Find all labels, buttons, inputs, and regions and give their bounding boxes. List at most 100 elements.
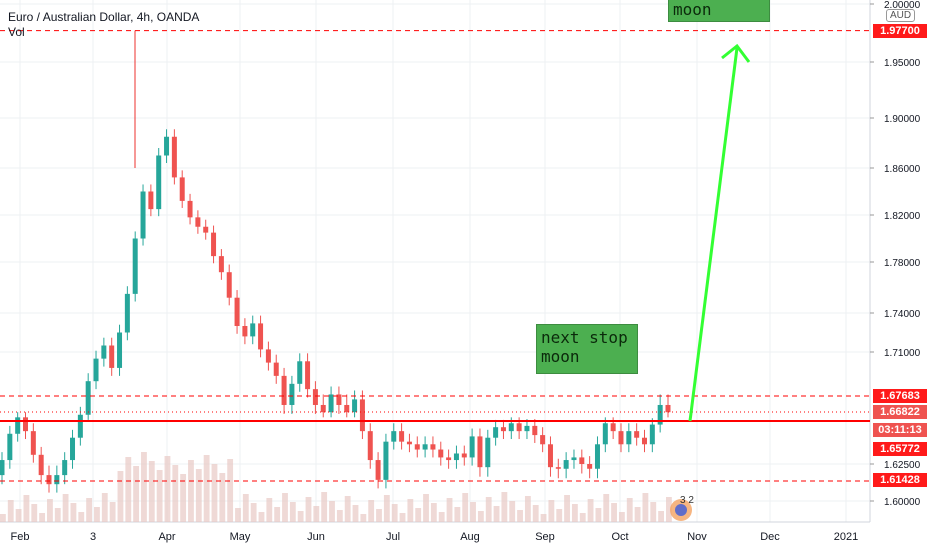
candle-body-15 [117,332,123,368]
candle-body-57 [446,457,452,461]
y-tick-9: 1.60000 [884,497,921,508]
candle-body-9 [70,437,76,461]
candle-body-3 [23,417,29,432]
volume-bar-44 [344,496,351,522]
candle-body-47 [367,431,373,461]
candle-body-20 [156,155,162,210]
x-tick-0: Feb [11,531,30,543]
x-tick-4: Jun [307,531,325,543]
volume-bar-28 [219,473,226,522]
x-tick-2: Apr [158,531,175,543]
volume-bar-15 [117,471,124,522]
candle-body-10 [77,414,83,438]
note-middle-line1: next stop [541,328,628,347]
candle-body-63 [493,427,499,438]
volume-bar-13 [101,493,108,522]
candle-body-34 [265,349,271,363]
candle-body-75 [587,464,593,469]
candle-body-26 [203,226,209,233]
volume-bar-57 [446,498,453,522]
volume-bar-39 [305,497,312,522]
volume-bar-29 [227,459,234,522]
note-next-stop-moon[interactable]: next stop moon [536,324,638,374]
candle-body-5 [38,454,44,476]
candle-body-60 [469,436,475,458]
volume-bar-11 [86,498,93,522]
candle-body-11 [85,381,91,415]
candle-body-0 [0,460,5,476]
volume-bar-41 [321,492,328,522]
volume-bar-10 [78,512,85,522]
candle-body-76 [594,444,600,469]
candle-body-32 [250,323,256,337]
candle-body-77 [602,423,608,445]
candle-body-59 [461,453,467,458]
y-tick-3: 1.86000 [884,164,921,175]
volume-bar-72 [564,495,570,522]
volume-bar-26 [203,455,210,522]
x-tick-7: Sep [535,531,555,543]
volume-bar-16 [125,457,132,522]
price-tag-support-mid: 1.65772 [873,442,927,456]
candle-body-72 [563,460,569,469]
volume-bar-23 [180,474,187,522]
volume-bar-31 [242,494,249,522]
candle-body-40 [312,389,318,405]
volume-bar-71 [556,509,563,522]
volume-bar-58 [454,507,461,522]
volume-bar-82 [642,493,649,522]
candle-body-83 [649,424,655,445]
candle-body-38 [297,361,303,384]
candle-body-4 [30,431,36,455]
volume-bar-81 [634,507,641,522]
currency-badge[interactable]: AUD [886,9,916,22]
candle-body-65 [508,423,514,432]
volume-bar-3 [23,495,30,522]
x-tick-9: Nov [687,531,707,543]
volume-bar-48 [376,509,382,522]
y-tick-1: 1.95000 [884,58,921,69]
candle-body-14 [109,345,115,368]
candle-body-84 [657,404,663,425]
candle-body-58 [453,453,459,461]
candle-body-23 [179,177,185,201]
volume-bar-78 [611,503,617,522]
chart-legend: Euro / Australian Dollar, 4h, OANDA Vol [8,10,199,40]
candle-body-80 [626,431,632,445]
candle-body-81 [634,431,640,438]
volume-bar-20 [156,470,163,522]
price-tag-current: 1.66822 [873,405,927,419]
volume-bar-36 [282,493,288,522]
volume-bar-5 [39,513,46,522]
volume-bar-35 [274,507,281,522]
volume-bar-30 [235,508,241,522]
candle-body-30 [234,297,240,326]
candle-body-33 [258,323,264,350]
volume-bar-46 [360,514,367,522]
note-top-moon[interactable]: moon [668,0,770,22]
volume-bar-37 [289,502,296,522]
x-tick-10: Dec [760,531,780,543]
volume-bar-75 [587,499,594,522]
y-tick-8: 1.62500 [884,460,921,471]
candle-body-45 [352,399,358,413]
candle-body-51 [399,431,405,442]
volume-bar-51 [399,513,406,522]
volume-bar-4 [31,504,38,522]
candle-body-61 [477,436,483,468]
volume-bar-76 [595,508,602,522]
volume-bar-34 [266,498,273,522]
volume-bar-61 [477,511,484,522]
candle-body-41 [320,404,326,413]
candle-body-53 [414,444,420,450]
candle-body-71 [555,467,561,469]
candle-body-67 [524,425,530,432]
x-tick-5: Jul [386,531,400,543]
candle-body-52 [406,441,412,445]
volume-bar-50 [391,504,398,522]
volume-bar-77 [603,494,610,522]
x-tick-11: 2021 [834,531,858,543]
volume-bar-69 [540,514,547,522]
candle-body-36 [281,375,287,405]
